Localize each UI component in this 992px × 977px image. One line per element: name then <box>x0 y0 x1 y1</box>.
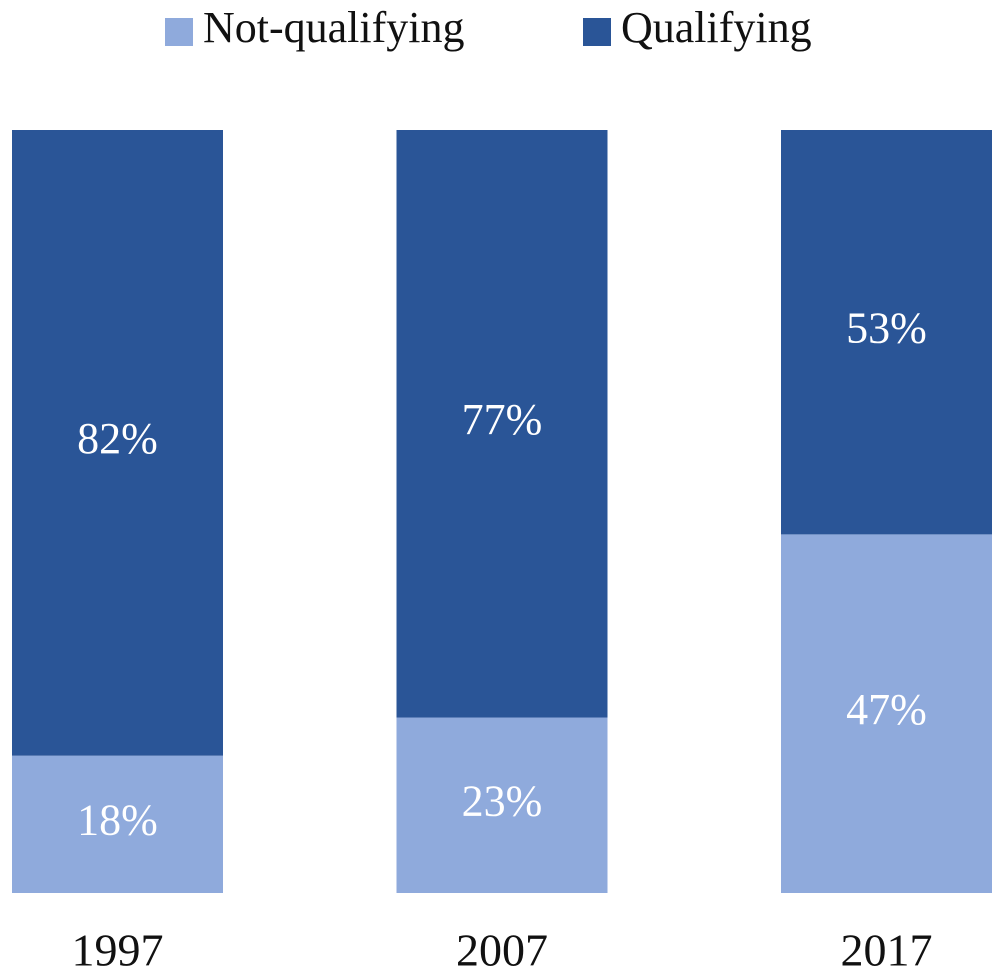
bar-segment <box>396 717 608 893</box>
x-tick-label: 1997 <box>72 925 164 976</box>
bar-segment <box>781 130 992 535</box>
legend-swatch <box>165 18 193 46</box>
value-label: 77% <box>462 395 543 444</box>
value-label: 47% <box>846 685 927 734</box>
x-tick-label: 2007 <box>456 925 548 976</box>
legend-text: Not-qualifying <box>203 3 465 52</box>
bar-segment <box>396 130 608 718</box>
value-label: 23% <box>462 776 543 825</box>
value-label: 82% <box>77 414 158 463</box>
value-label: 18% <box>77 795 158 844</box>
legend-swatch <box>583 18 611 46</box>
bar-segment <box>781 534 992 893</box>
bar-segment <box>12 130 223 756</box>
bar-segment <box>12 755 223 893</box>
value-label: 53% <box>846 303 927 352</box>
x-tick-label: 2017 <box>841 925 933 976</box>
legend-text: Qualifying <box>621 3 812 52</box>
